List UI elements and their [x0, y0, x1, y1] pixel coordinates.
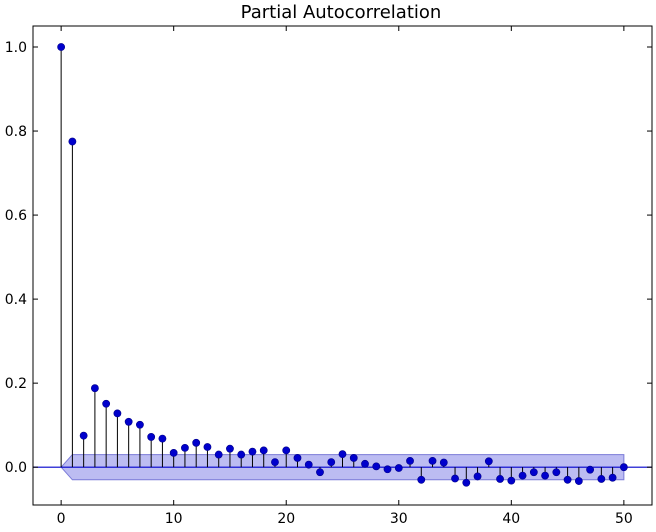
x-tick-label: 0 [57, 511, 66, 527]
marker-lag-31 [406, 456, 414, 465]
marker-lag-47 [586, 465, 594, 474]
marker-lag-44 [552, 468, 561, 477]
plot-frame [32, 25, 653, 506]
marker-lag-50 [619, 463, 628, 472]
marker-lag-7 [136, 420, 144, 429]
marker-lag-1 [68, 137, 77, 146]
marker-lag-3 [91, 384, 99, 393]
marker-lag-36 [462, 478, 471, 487]
marker-lag-30 [394, 464, 403, 472]
marker-lag-29 [383, 465, 392, 474]
marker-lag-34 [439, 458, 448, 467]
marker-lag-48 [597, 475, 606, 483]
marker-lag-41 [518, 471, 527, 480]
marker-lag-46 [574, 477, 583, 485]
chart-title: Partial Autocorrelation [241, 2, 442, 23]
marker-lag-24 [327, 458, 336, 467]
marker-lag-23 [316, 468, 324, 477]
marker-lag-19 [271, 458, 279, 467]
marker-lag-18 [259, 446, 268, 455]
marker-lag-10 [169, 448, 178, 457]
marker-lag-17 [248, 447, 257, 456]
marker-lag-38 [484, 457, 493, 466]
y-tick-label: 0.0 [5, 460, 27, 476]
x-tick-label: 30 [390, 511, 408, 527]
marker-lag-8 [147, 433, 156, 441]
marker-lag-49 [608, 473, 617, 482]
marker-lag-21 [293, 454, 302, 462]
marker-lag-5 [113, 409, 122, 418]
y-tick-label: 0.2 [5, 376, 27, 392]
y-tick-label: 0.6 [5, 208, 27, 224]
marker-lag-25 [338, 450, 347, 459]
marker-lag-12 [192, 438, 201, 447]
y-tick-label: 0.4 [5, 292, 27, 308]
marker-lag-28 [372, 462, 381, 471]
stem-layer [60, 47, 614, 483]
marker-lag-15 [226, 444, 234, 453]
marker-lag-39 [496, 475, 504, 483]
x-tick-label: 40 [502, 511, 520, 527]
marker-lag-9 [158, 434, 167, 443]
axes-layer [32, 25, 653, 506]
marker-lag-13 [203, 443, 212, 451]
marker-lag-0 [57, 43, 66, 51]
x-tick-label: 50 [615, 511, 633, 527]
marker-lag-35 [451, 474, 459, 483]
marker-lag-14 [214, 450, 223, 459]
x-axis-ticks: 0 10 20 30 40 50 [57, 26, 633, 527]
marker-lag-43 [541, 471, 549, 480]
y-axis-ticks: 0.0 0.2 0.4 0.6 0.8 1.0 [5, 40, 652, 476]
x-tick-label: 10 [165, 511, 183, 527]
marker-lag-37 [473, 472, 482, 481]
marker-lag-32 [417, 475, 426, 484]
marker-lag-4 [102, 399, 111, 408]
marker-lag-11 [181, 443, 189, 452]
marker-layer [57, 43, 628, 487]
y-tick-label: 0.8 [5, 124, 27, 140]
marker-lag-27 [361, 459, 369, 468]
marker-lag-40 [507, 476, 516, 485]
marker-lag-22 [304, 460, 313, 469]
marker-lag-45 [563, 475, 572, 484]
x-tick-label: 20 [277, 511, 295, 527]
y-tick-label: 1.0 [5, 40, 27, 56]
marker-lag-26 [349, 454, 358, 462]
marker-lag-6 [124, 417, 133, 426]
marker-lag-16 [237, 450, 246, 459]
marker-lag-20 [282, 446, 291, 455]
marker-lag-33 [428, 456, 437, 465]
marker-lag-2 [79, 431, 88, 440]
marker-lag-42 [529, 468, 538, 477]
